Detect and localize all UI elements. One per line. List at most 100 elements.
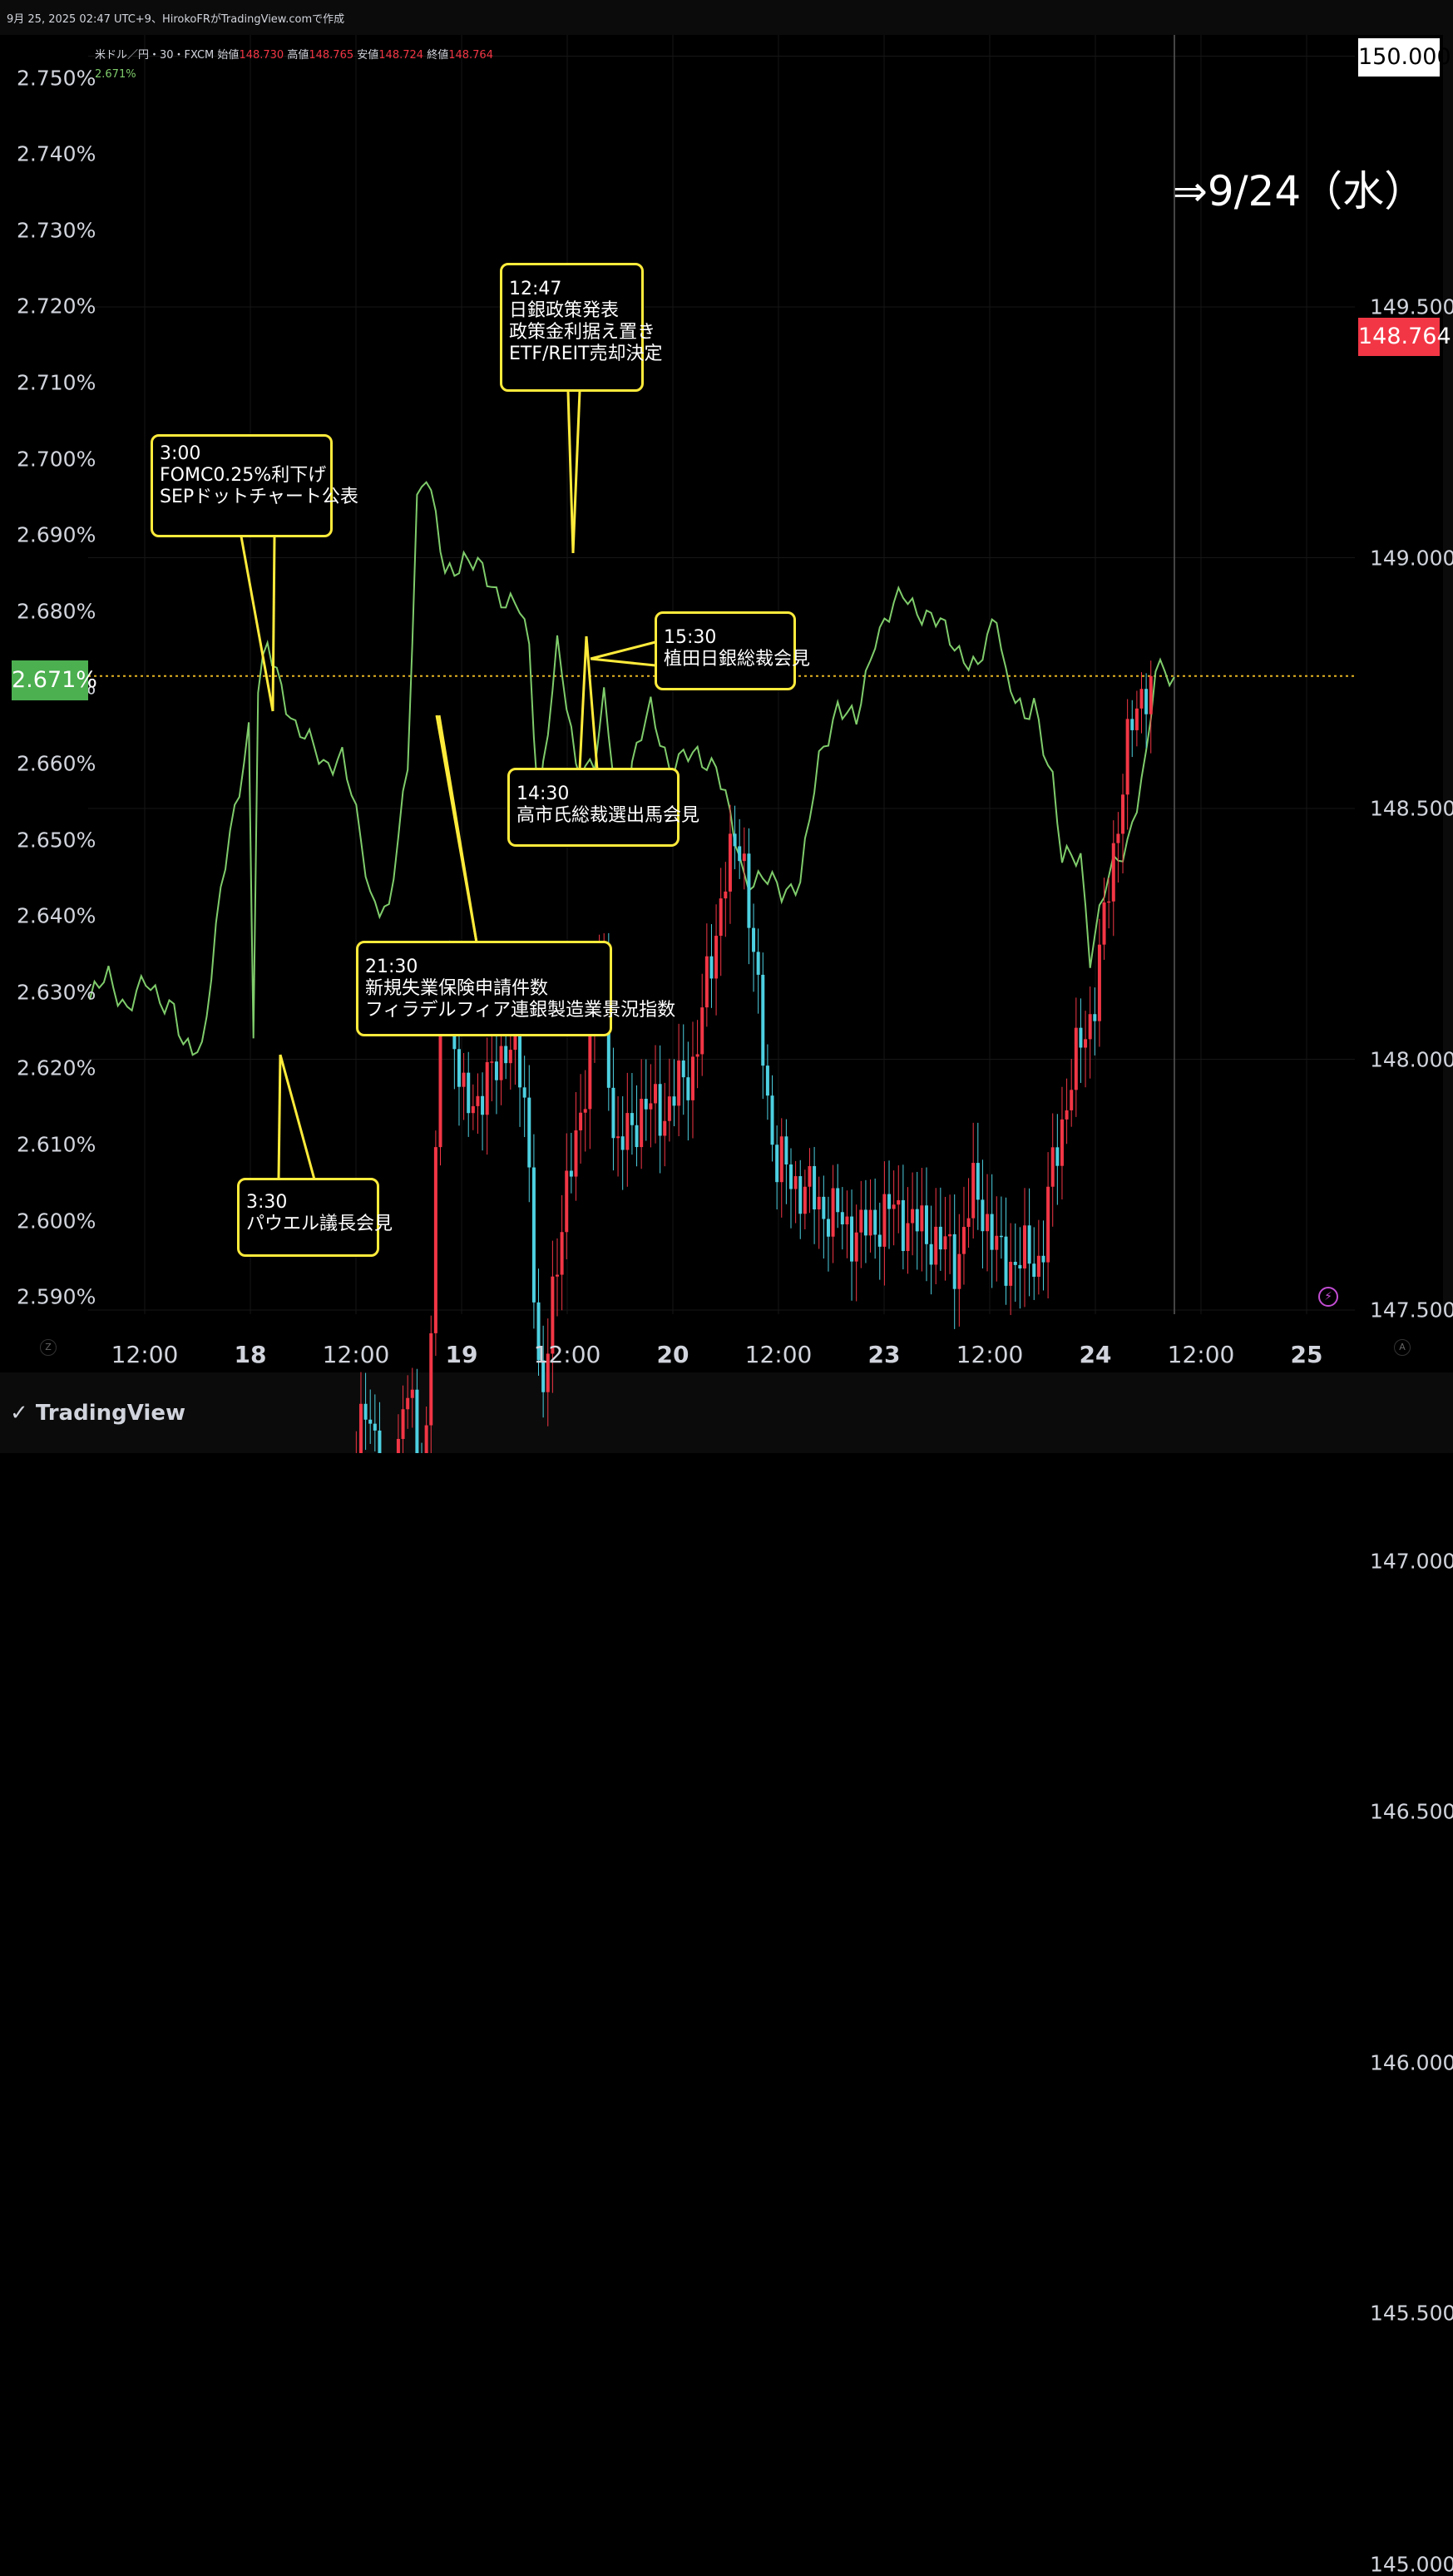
- candle-body: [859, 1209, 863, 1233]
- candle-body: [836, 1188, 840, 1213]
- candle-body: [1060, 1119, 1064, 1166]
- time-scale[interactable]: [0, 1314, 1453, 1372]
- left-axis-tick-label: 2.730%: [17, 218, 96, 243]
- chart-caption: 9月 25, 2025 02:47 UTC+9、HirokoFRがTrading…: [7, 13, 345, 26]
- candle-body: [784, 1136, 788, 1164]
- candle-body: [410, 1389, 414, 1398]
- candle-body: [775, 1145, 779, 1183]
- candle-body: [863, 1209, 867, 1236]
- annotation-ueda-line: 15:30: [664, 627, 717, 648]
- right-axis-tick-label: 148.000: [1370, 1047, 1453, 1071]
- candle-body: [1032, 1263, 1036, 1277]
- candle-body: [798, 1176, 803, 1214]
- ohlc-legend[interactable]: 米ドル／円・30・FXCM 始値148.730 高値148.765 安値148.…: [95, 46, 493, 62]
- candle-body: [522, 1087, 526, 1098]
- annotation-jobless-line: フィラデルフィア連銀製造業景況指数: [365, 1000, 676, 1021]
- candle-body: [911, 1209, 915, 1224]
- candle-body: [957, 1253, 961, 1289]
- candle-body: [485, 1061, 489, 1115]
- annotation-jobless-line: 21:30: [365, 957, 418, 977]
- candle-body: [406, 1397, 410, 1410]
- yield-legend[interactable]: 2.671%: [95, 68, 136, 81]
- candle-body: [822, 1196, 826, 1219]
- candle-body: [494, 1061, 498, 1080]
- candle-body: [887, 1194, 892, 1209]
- candle-body: [541, 1360, 546, 1392]
- candle-body: [882, 1194, 887, 1247]
- annotation-powell-line: パウエル議長会見: [246, 1214, 393, 1234]
- candle-body: [929, 1244, 933, 1265]
- candle-body: [1134, 708, 1139, 730]
- candle-body: [952, 1234, 956, 1289]
- candle-body: [368, 1419, 373, 1424]
- candle-body: [644, 1098, 648, 1110]
- annotation-jobless[interactable]: 21:30 新規失業保険申請件数 フィラデルフィア連銀製造業景況指数: [356, 941, 676, 1036]
- candle-body: [415, 1389, 419, 1453]
- auto-scale-toggle[interactable]: A: [1394, 1339, 1411, 1356]
- left-axis-tick-label: 2.630%: [17, 980, 96, 1005]
- annotation-ueda[interactable]: 15:30 植田日銀総裁会見: [655, 611, 810, 690]
- annotation-fomc[interactable]: 3:00 FOMC0.25%利下げ SEPドットチャート公表: [151, 434, 358, 537]
- candle-body: [719, 898, 723, 937]
- candle-body: [1111, 843, 1115, 902]
- left-axis-tick-label: 2.700%: [17, 447, 96, 471]
- candle-body: [635, 1125, 639, 1148]
- left-axis-tick-label: 2.640%: [17, 903, 96, 928]
- log-scale-toggle[interactable]: Z: [40, 1339, 57, 1356]
- annotation-boj-line: 12:47: [509, 279, 562, 299]
- chart-canvas: [88, 35, 1355, 1453]
- candle-body: [756, 952, 760, 975]
- candle-body: [625, 1113, 630, 1150]
- right-price-scale[interactable]: [1355, 35, 1443, 1314]
- candle-body: [462, 1072, 466, 1087]
- lightning-icon[interactable]: ⚡: [1318, 1287, 1338, 1307]
- candle-body: [513, 1030, 517, 1051]
- candle-body: [579, 1112, 583, 1130]
- candle-body: [1009, 1262, 1013, 1286]
- annotation-pointer: [271, 536, 276, 712]
- left-axis-tick-label: 2.740%: [17, 141, 96, 166]
- annotation-pointer: [578, 635, 588, 770]
- left-axis-tick-label: 2.710%: [17, 370, 96, 395]
- candle-body: [901, 1199, 905, 1252]
- annotation-takaichi[interactable]: 14:30 高市氏総裁選出馬会見: [507, 768, 699, 847]
- candle-body: [1130, 719, 1134, 730]
- candle-body: [1139, 689, 1144, 709]
- candle-body: [686, 1077, 690, 1100]
- candle-body: [640, 1098, 644, 1148]
- candle-body: [990, 1214, 994, 1250]
- candle-body: [672, 1096, 676, 1106]
- candle-body: [845, 1216, 849, 1224]
- candle-body: [738, 846, 742, 862]
- yield-series-line: [89, 481, 1175, 1056]
- left-axis-tick-label: 2.610%: [17, 1132, 96, 1157]
- annotation-boj-line: ETF/REIT売却決定: [509, 344, 663, 364]
- candle-body: [752, 927, 756, 952]
- annotation-pointer: [277, 1054, 282, 1180]
- annotation-fomc-line: 3:00: [160, 443, 201, 464]
- annotation-pointer: [585, 635, 599, 770]
- candle-body: [363, 1403, 368, 1420]
- candle-body: [789, 1164, 793, 1189]
- candle-body: [358, 1403, 363, 1453]
- candle-body: [765, 1066, 769, 1096]
- legend-close-value: 148.764: [448, 49, 493, 62]
- current-yield-tag: 2.671%: [12, 660, 97, 700]
- candle-body: [793, 1176, 798, 1189]
- candle-body: [709, 956, 714, 979]
- candle-body: [527, 1097, 531, 1168]
- candle-body: [546, 1353, 550, 1392]
- tradingview-logo[interactable]: ✓ TradingView: [10, 1401, 185, 1426]
- candle-body: [868, 1209, 872, 1236]
- candle-body: [704, 956, 709, 1008]
- candle-body: [1107, 901, 1111, 903]
- left-axis-tick-label: 2.660%: [17, 751, 96, 776]
- candle-body: [681, 1060, 685, 1078]
- annotation-powell[interactable]: 3:30 パウエル議長会見: [237, 1178, 393, 1257]
- candle-body: [429, 1332, 433, 1426]
- x-axis-tick-label: 25: [1290, 1341, 1323, 1368]
- candle-body: [966, 1218, 971, 1228]
- left-axis-tick-label: 2.600%: [17, 1209, 96, 1233]
- annotation-boj[interactable]: 12:47 日銀政策発表 政策金利据え置き ETF/REIT売却決定: [500, 263, 663, 392]
- candle-body: [728, 833, 732, 892]
